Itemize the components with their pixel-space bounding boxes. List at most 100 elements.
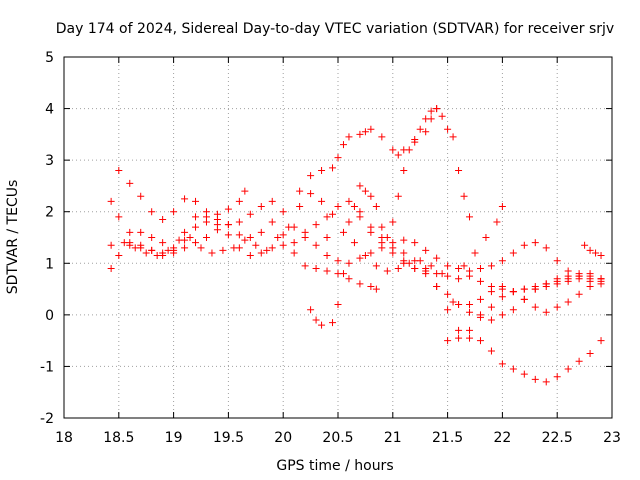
data-point [531, 375, 539, 383]
data-point [444, 125, 452, 133]
data-point [487, 303, 495, 311]
data-point [148, 234, 156, 241]
data-point [126, 179, 134, 187]
series-arc-3 [107, 190, 446, 278]
data-point [553, 257, 561, 265]
data-point [394, 264, 402, 272]
data-point [367, 282, 375, 290]
x-tick-label: 22.5 [542, 430, 573, 446]
data-point [148, 246, 156, 254]
data-point [444, 262, 452, 270]
data-point [476, 295, 484, 303]
data-point [389, 218, 397, 226]
series-arc-11 [444, 275, 605, 345]
data-point [224, 231, 232, 239]
data-point [213, 215, 221, 223]
data-point [202, 234, 210, 241]
series-arc-12 [449, 275, 605, 316]
x-tick-label: 21.5 [432, 430, 463, 446]
data-point [257, 228, 265, 236]
data-point [137, 244, 145, 252]
data-point [345, 133, 353, 141]
data-point [192, 213, 200, 221]
data-point [350, 203, 358, 211]
data-point [400, 166, 408, 174]
data-point [597, 337, 605, 345]
data-point [466, 308, 474, 316]
data-point [115, 166, 123, 174]
data-point [553, 280, 561, 288]
data-point [498, 360, 506, 368]
data-point [367, 125, 375, 133]
data-point [197, 244, 205, 252]
data-point [126, 228, 134, 236]
data-point [274, 234, 282, 241]
data-point [367, 192, 375, 200]
data-point [329, 210, 337, 218]
x-tick-label: 21 [384, 430, 402, 446]
data-point [455, 166, 463, 174]
data-point [120, 239, 128, 247]
x-tick-label: 22 [493, 430, 511, 446]
data-point [137, 192, 145, 200]
data-point [367, 228, 375, 236]
data-point [444, 337, 452, 345]
data-point [400, 259, 408, 267]
data-point [449, 298, 457, 306]
data-point [487, 288, 495, 296]
data-point [290, 239, 298, 247]
data-point [531, 285, 539, 293]
x-tick-label: 20.5 [322, 430, 353, 446]
data-point [416, 125, 424, 133]
data-point [170, 208, 178, 216]
y-tick-label: 2 [45, 205, 54, 221]
data-point [345, 275, 353, 283]
data-point [323, 252, 331, 260]
x-axis-label: GPS time / hours [276, 458, 393, 474]
data-point [235, 231, 243, 239]
data-point [307, 306, 315, 314]
data-point [476, 313, 484, 321]
data-point [575, 357, 583, 365]
data-point [323, 267, 331, 275]
y-tick-label: -2 [40, 411, 54, 427]
data-point [455, 326, 463, 334]
data-point [520, 241, 528, 249]
data-point [427, 107, 435, 115]
data-point [268, 218, 276, 226]
data-point [487, 347, 495, 355]
data-point [312, 316, 320, 324]
axis-ticks: 18 18.5 19 19.5 20 20.5 21 21.5 22 22.5 23-2-10123… [40, 50, 621, 446]
data-point [597, 275, 605, 283]
data-point [170, 244, 178, 252]
data-point [411, 257, 419, 265]
data-point [318, 166, 326, 174]
data-point [433, 254, 441, 262]
data-point [356, 208, 364, 216]
data-point [279, 241, 287, 249]
data-point [235, 244, 243, 252]
data-point [312, 264, 320, 272]
data-point [323, 234, 331, 241]
data-point [107, 264, 115, 272]
data-point [509, 306, 517, 314]
data-point [520, 295, 528, 303]
data-point [531, 239, 539, 247]
x-tick-label: 19 [165, 430, 183, 446]
data-point [422, 267, 430, 275]
data-point [345, 218, 353, 226]
data-point [235, 218, 243, 226]
data-point [307, 190, 315, 198]
data-point [350, 239, 358, 247]
data-point [411, 239, 419, 247]
data-point [427, 262, 435, 270]
series-arc-2 [107, 218, 380, 293]
data-point [367, 249, 375, 257]
data-point [323, 213, 331, 221]
data-point [115, 252, 123, 260]
data-point [219, 246, 227, 254]
data-point [531, 303, 539, 311]
data-point [564, 365, 572, 373]
data-point [498, 257, 506, 265]
